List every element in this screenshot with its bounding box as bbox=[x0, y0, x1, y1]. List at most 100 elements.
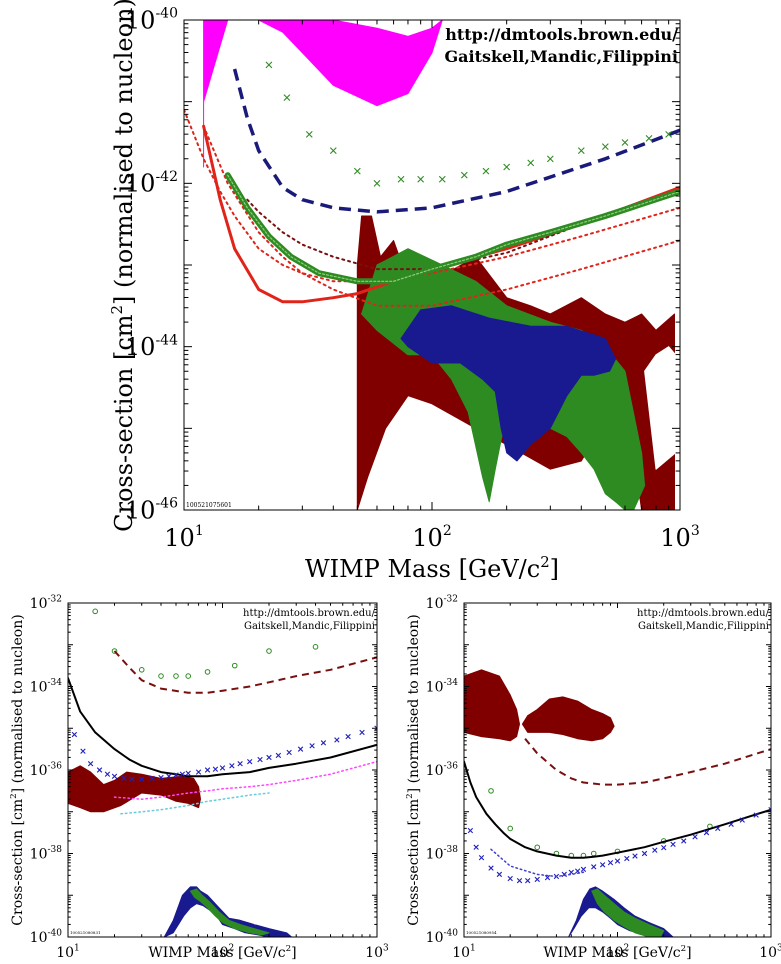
left-region-0 bbox=[68, 765, 201, 813]
right-series-3-point-14 bbox=[580, 866, 587, 873]
left-series-3-point-22 bbox=[257, 756, 263, 763]
left-ytick-label: 10-32 bbox=[30, 595, 62, 612]
left-series-3-point-25 bbox=[286, 749, 292, 756]
left-ytick-label: 10-36 bbox=[30, 762, 63, 779]
left-series-3 bbox=[71, 725, 377, 782]
left-series-3-point-29 bbox=[334, 737, 340, 743]
right-series-3-point-31 bbox=[753, 812, 759, 818]
main-series-5 bbox=[246, 190, 680, 271]
main-ytick-label: 10-40 bbox=[125, 6, 178, 35]
main-series-1-point-16 bbox=[601, 143, 609, 150]
left-ticks bbox=[67, 603, 377, 938]
main-x-axis-title: WIMP Mass [GeV/c2] bbox=[305, 553, 559, 583]
left-series-3-point-0 bbox=[71, 731, 78, 738]
left-series-3-point-9 bbox=[149, 775, 155, 782]
left-credit-line: Gaitskell,Mandic,Filippini bbox=[244, 621, 375, 632]
left-series-2 bbox=[68, 677, 377, 778]
left-series-3-point-13 bbox=[179, 771, 186, 777]
right-plot-panel: 101 102 103 10-32 10-34 10-36 10-38 10-40 WIMP M… bbox=[405, 595, 781, 961]
main-series-1-point-15 bbox=[577, 147, 585, 155]
left-plot-background bbox=[68, 603, 377, 937]
right-plot-id-label: 100521080954 bbox=[466, 930, 497, 935]
left-series-3-point-7 bbox=[129, 776, 135, 782]
left-ytick-label: 10-38 bbox=[30, 845, 63, 862]
right-series-4 bbox=[490, 848, 585, 878]
right-series-3-point-6 bbox=[516, 877, 523, 884]
right-series-3-point-8 bbox=[534, 876, 540, 883]
right-xtick-label: 102 bbox=[606, 944, 630, 961]
right-series-3-point-28 bbox=[715, 825, 721, 832]
left-series-4 bbox=[113, 760, 377, 800]
right-y-axis-title: Cross-section [cm2] (normalised to nucle… bbox=[405, 614, 422, 925]
right-series-1-point-0 bbox=[488, 788, 494, 794]
left-series-3-point-16 bbox=[204, 767, 211, 773]
right-ticks bbox=[463, 603, 771, 938]
left-series-0-point-5 bbox=[185, 673, 192, 679]
main-xtick-label: 101 bbox=[164, 523, 203, 552]
right-ytick-label: 10-36 bbox=[426, 762, 459, 779]
left-series-3-point-10 bbox=[158, 774, 164, 781]
right-series-3-point-5 bbox=[507, 875, 513, 882]
right-ytick-label: 10-38 bbox=[426, 845, 459, 862]
left-series-0-point-2 bbox=[138, 667, 145, 673]
left-series-3-point-23 bbox=[266, 754, 272, 761]
right-region-1 bbox=[521, 696, 615, 742]
right-region-3 bbox=[591, 888, 665, 937]
left-series-3-point-17 bbox=[212, 766, 219, 772]
main-plot-panel: 101 102 103 10-40 10-42 10-44 10-46 WIMP Mass [… bbox=[108, 0, 700, 583]
main-region-2 bbox=[372, 452, 461, 510]
left-series-0-point-7 bbox=[231, 662, 238, 669]
right-series-3-point-32 bbox=[768, 806, 771, 813]
left-series-3-point-20 bbox=[237, 761, 243, 767]
left-series-0-point-9 bbox=[312, 644, 319, 650]
left-ytick-label: 10-34 bbox=[30, 678, 63, 695]
main-series-1-point-13 bbox=[527, 159, 535, 167]
left-series-0-point-6 bbox=[204, 669, 211, 675]
left-xtick-label: 103 bbox=[365, 944, 389, 961]
main-series-1-point-19 bbox=[665, 130, 673, 138]
left-series-1 bbox=[113, 650, 377, 694]
main-ytick-label: 10-46 bbox=[125, 496, 178, 525]
right-series-3-point-17 bbox=[607, 859, 614, 866]
left-series-3-point-11 bbox=[166, 773, 172, 779]
main-series-1-point-3 bbox=[305, 130, 313, 138]
right-series-3-point-15 bbox=[591, 864, 597, 870]
main-series-1-point-18 bbox=[645, 135, 653, 142]
main-series-1 bbox=[244, 9, 673, 187]
left-xtick-label: 101 bbox=[56, 944, 80, 961]
main-series-1-point-17 bbox=[621, 139, 629, 146]
left-series-3-point-27 bbox=[309, 743, 315, 749]
main-region-0 bbox=[203, 20, 443, 168]
main-series-1-point-0 bbox=[244, 9, 250, 15]
main-credit-line: http://dmtools.brown.edu/ bbox=[445, 25, 678, 44]
right-series-2 bbox=[464, 760, 771, 859]
right-series-3-point-22 bbox=[652, 847, 658, 853]
right-series-3-point-29 bbox=[728, 821, 734, 827]
left-series-3-point-4 bbox=[104, 771, 111, 777]
left-series-0-point-4 bbox=[173, 673, 179, 679]
right-plot-background bbox=[464, 603, 771, 937]
left-plot-panel: 101 102 103 10-32 10-34 10-36 10-38 10-40 WIMP M… bbox=[9, 595, 389, 961]
right-series-0 bbox=[524, 738, 771, 786]
left-series-3-point-24 bbox=[275, 752, 282, 759]
left-ytick-label: 10-40 bbox=[30, 929, 63, 946]
right-xtick-label: 103 bbox=[759, 944, 781, 961]
left-plot-area bbox=[68, 603, 377, 937]
left-series-0 bbox=[92, 608, 319, 679]
left-series-3-point-5 bbox=[111, 773, 118, 779]
left-series-0-point-8 bbox=[266, 648, 272, 654]
right-series-3-point-7 bbox=[525, 877, 531, 884]
left-region-2 bbox=[189, 888, 270, 936]
main-series-1-point-11 bbox=[482, 167, 490, 175]
main-plot-id-label: 100521075601 bbox=[186, 502, 232, 509]
right-series-3-point-9 bbox=[544, 875, 551, 881]
right-series-3 bbox=[467, 806, 771, 884]
right-series-3-point-18 bbox=[614, 858, 621, 864]
left-plot-id-label: 100521080831 bbox=[70, 930, 101, 935]
main-y-axis-title: Cross-section [cm2] (normalised to nucle… bbox=[108, 0, 138, 532]
right-series-3-point-21 bbox=[641, 850, 648, 857]
left-series-3-point-28 bbox=[320, 740, 327, 746]
main-plot-area bbox=[184, 9, 680, 510]
main-series-1-point-6 bbox=[373, 179, 381, 187]
right-series-3-point-3 bbox=[488, 865, 494, 871]
